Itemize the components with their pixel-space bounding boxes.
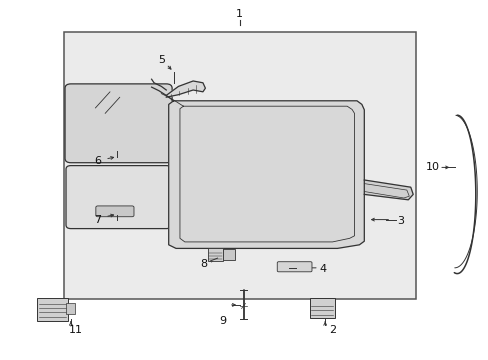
FancyBboxPatch shape bbox=[208, 248, 223, 261]
FancyBboxPatch shape bbox=[65, 84, 172, 163]
Text: 6: 6 bbox=[94, 156, 101, 166]
FancyBboxPatch shape bbox=[96, 206, 134, 217]
Polygon shape bbox=[364, 180, 412, 200]
Polygon shape bbox=[168, 101, 364, 248]
Polygon shape bbox=[166, 81, 205, 97]
Text: 11: 11 bbox=[69, 325, 82, 336]
Text: 5: 5 bbox=[158, 55, 164, 65]
Text: 3: 3 bbox=[397, 216, 404, 226]
Text: 2: 2 bbox=[328, 325, 335, 336]
FancyBboxPatch shape bbox=[37, 298, 68, 321]
Bar bbox=[63, 32, 415, 299]
Text: 9: 9 bbox=[219, 316, 225, 326]
FancyBboxPatch shape bbox=[309, 298, 334, 318]
Text: 8: 8 bbox=[200, 258, 206, 269]
Text: 10: 10 bbox=[425, 162, 439, 172]
Text: 4: 4 bbox=[319, 264, 325, 274]
FancyBboxPatch shape bbox=[277, 262, 311, 272]
FancyBboxPatch shape bbox=[65, 303, 75, 314]
Text: 1: 1 bbox=[236, 9, 243, 19]
FancyBboxPatch shape bbox=[223, 249, 235, 260]
FancyBboxPatch shape bbox=[66, 166, 171, 229]
Text: 7: 7 bbox=[94, 215, 101, 225]
